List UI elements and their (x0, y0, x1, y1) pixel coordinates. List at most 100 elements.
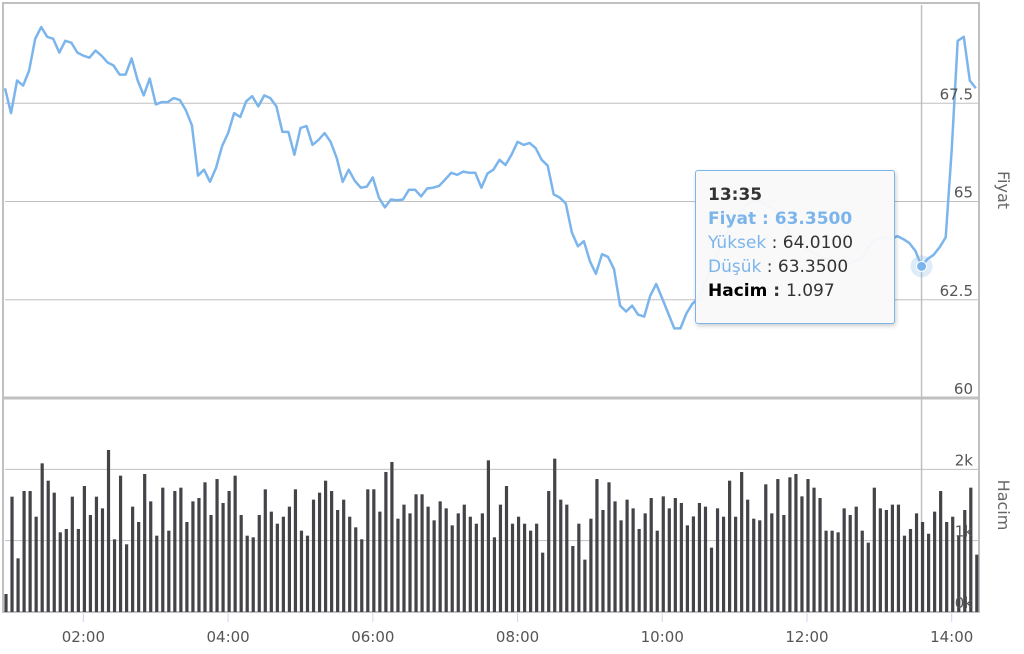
tooltip-row-price: Fiyat : 63.3500 (708, 209, 853, 229)
volume-bar (275, 523, 279, 612)
volume-bar (697, 503, 702, 612)
volume-bar (197, 498, 201, 612)
volume-bar (770, 513, 774, 612)
volume-bar (866, 542, 870, 612)
hover-point (916, 260, 928, 272)
volume-bar (342, 499, 346, 612)
volume-bar (577, 523, 581, 612)
volume-bar (902, 535, 907, 612)
volume-bar (390, 461, 394, 612)
volume-bar (263, 489, 267, 612)
tooltip-row-high: Yüksek : 64.0100 (708, 233, 854, 253)
volume-bar (432, 520, 436, 612)
volume-bar (131, 506, 135, 612)
volume-bar (52, 492, 56, 612)
volume-bar (233, 475, 237, 612)
volume-bar (88, 514, 93, 612)
tooltip-label: Fiyat (708, 209, 757, 229)
volume-bar (305, 535, 310, 612)
volume-bar (625, 499, 629, 612)
volume-bar (106, 450, 111, 612)
volume-bar (619, 520, 623, 612)
volume-bar (426, 506, 430, 612)
volume-tick-label: 2k (955, 451, 974, 469)
volume-bar (179, 487, 183, 612)
volume-bar (667, 508, 671, 612)
volume-bar (317, 492, 322, 612)
volume-bar (299, 530, 304, 612)
volume-bar (601, 509, 605, 612)
volume-bar (896, 504, 901, 612)
volume-bar (926, 533, 931, 612)
volume-bar (607, 482, 611, 612)
volume-bar (516, 516, 521, 612)
volume-bar (878, 508, 882, 612)
volume-bar (40, 463, 44, 612)
volume-bar (721, 516, 726, 612)
volume-bar (728, 480, 732, 612)
x-tick-label: 12:00 (785, 628, 828, 646)
volume-bar (215, 479, 219, 612)
volume-bar (486, 460, 490, 612)
volume-bar (155, 535, 159, 612)
volume-bar (323, 480, 328, 612)
volume-bar (806, 479, 810, 612)
volume-bar (462, 504, 466, 612)
volume-bar (118, 475, 123, 612)
tooltip-value: 63.3500 (774, 209, 853, 229)
volume-bar (58, 532, 62, 612)
volume-bar (746, 499, 750, 612)
volume-bar (209, 514, 213, 612)
volume-bar (281, 516, 285, 612)
volume-bar (76, 528, 80, 612)
volume-bar (643, 513, 647, 612)
volume-bars (4, 450, 979, 612)
volume-bar (661, 496, 665, 612)
volume-bar (583, 559, 587, 612)
volume-bar (715, 508, 720, 612)
volume-bar (330, 491, 334, 612)
volume-bar (468, 516, 472, 612)
tooltip-row-low: Düşük : 63.3500 (708, 257, 849, 277)
volume-bar (830, 530, 834, 612)
axis-ticks: 60 62.5 65 67.5 0k 1k 2k 02:00 04:00 06:00 08:00 10… (62, 85, 974, 646)
volume-bar (384, 471, 388, 612)
volume-bar (100, 508, 105, 612)
volume-bar (812, 487, 816, 612)
tooltip-value: 64.0100 (782, 233, 854, 253)
volume-bar (191, 501, 195, 612)
volume-bar (498, 504, 503, 612)
volume-bar (945, 521, 949, 612)
volume-bar (336, 509, 340, 612)
volume-bar (173, 491, 177, 612)
volume-bar (969, 487, 973, 612)
volume-bar (10, 496, 14, 612)
volume-bar (444, 508, 448, 612)
volume-bar (920, 521, 925, 612)
volume-bar (794, 473, 798, 612)
volume-bar (522, 523, 527, 612)
volume-bar (456, 513, 460, 612)
volume-bar (957, 535, 961, 612)
volume-bar (541, 552, 545, 612)
tooltip-label: Düşük (708, 257, 762, 277)
price-tick-label: 60 (954, 380, 973, 398)
tooltip-value: 1.097 (785, 281, 835, 301)
volume-bar (366, 489, 370, 612)
volume-bar (559, 499, 563, 612)
volume-bar (82, 486, 86, 612)
hover-marker (910, 255, 933, 278)
volume-bar (396, 518, 400, 612)
volume-bar (408, 513, 412, 612)
volume-bar (884, 509, 888, 612)
volume-axis-title: Hacim (994, 480, 1013, 531)
volume-bar (125, 544, 129, 612)
volume-bar (137, 521, 141, 612)
volume-bar (143, 473, 147, 612)
volume-bar (908, 528, 913, 612)
volume-bar (94, 496, 99, 612)
volume-bar (571, 546, 575, 612)
volume-bar (227, 491, 231, 612)
volume-bar (752, 518, 756, 612)
